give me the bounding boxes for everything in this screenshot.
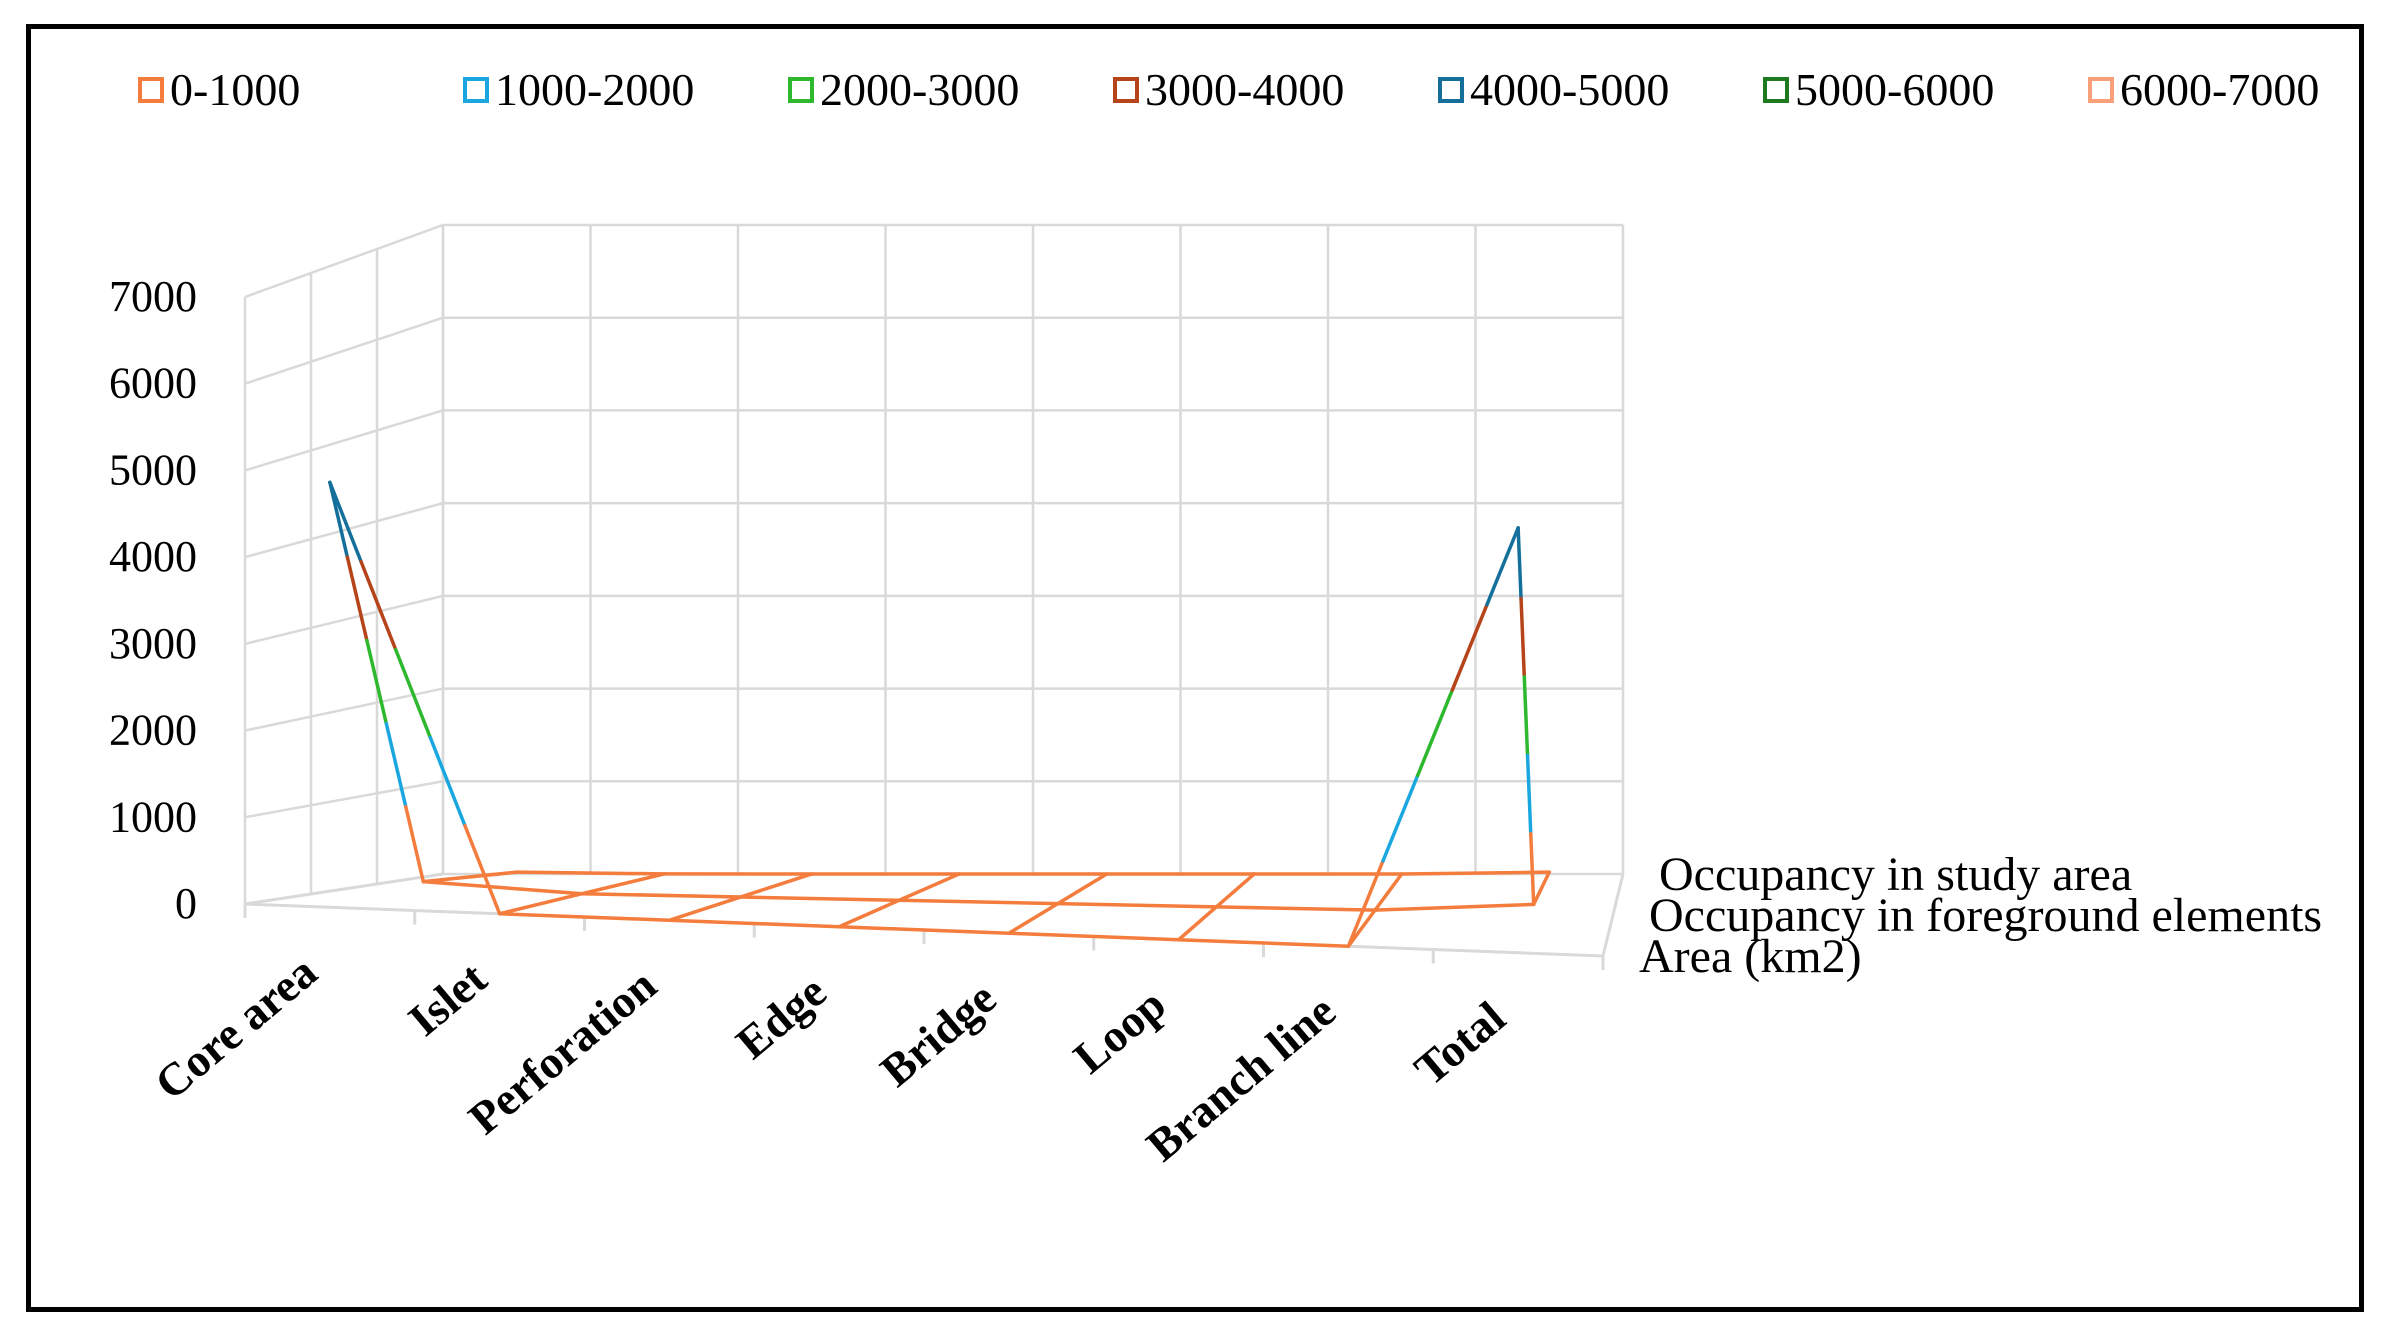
surface-segment [404, 805, 426, 884]
surface-segment [1381, 773, 1420, 863]
y-tick-label: 5000 [109, 445, 197, 494]
y-tick-label: 3000 [109, 619, 197, 668]
category-label: Core area [145, 946, 326, 1110]
surface-segment [384, 721, 408, 809]
surface-segment [837, 925, 1011, 935]
legend-label: 6000-7000 [2120, 64, 2319, 115]
surface-segment [1056, 901, 1219, 909]
surface-segment [897, 898, 1060, 906]
gridline-y [244, 501, 1623, 559]
surface-segment [497, 912, 672, 922]
legend-label: 1000-2000 [495, 64, 694, 115]
surface-segment [1007, 931, 1181, 942]
surface-segment [1522, 675, 1530, 758]
surface-segment [1214, 872, 1256, 909]
depth-label: Occupancy in foreground elements [1649, 889, 2322, 942]
surface-segment [1485, 526, 1520, 607]
surface-segment [393, 647, 433, 740]
surface-segment [580, 891, 743, 899]
gridline-y [244, 594, 1623, 646]
surface-segment [738, 895, 901, 903]
surface-segment [359, 559, 398, 652]
gridline-y [244, 780, 1623, 819]
surface-segment [667, 895, 743, 922]
chart-legend: 0-1000 1000-2000 2000-3000 3000-4000 4000-50… [138, 64, 2319, 115]
legend-swatch [788, 77, 814, 103]
surface-segment [463, 823, 502, 916]
gridline-y [244, 409, 1623, 472]
legend-label: 5000-6000 [1795, 64, 1994, 115]
surface-segment [345, 555, 369, 643]
surface-segment [1450, 602, 1489, 692]
legend-swatch [1763, 77, 1789, 103]
surface-segment [1525, 753, 1533, 836]
y-tick-label: 0 [175, 879, 197, 928]
y-tick-label: 4000 [109, 532, 197, 581]
gridline-y [244, 223, 1623, 299]
legend-swatch [463, 77, 489, 103]
legend-swatch [1113, 77, 1139, 103]
surface-segment [580, 872, 666, 896]
depth-label: Occupancy in study area [1659, 848, 2132, 901]
surface-segment [667, 918, 841, 929]
surface-segment [1214, 905, 1377, 912]
legend-label: 0-1000 [170, 64, 300, 115]
gridline-y [244, 687, 1623, 732]
surface-segment [1529, 832, 1536, 907]
surface-segment [1056, 872, 1109, 906]
surface-segment [1373, 872, 1404, 912]
surface-segment [1516, 526, 1523, 601]
surface-segment [738, 872, 814, 899]
category-label: Bridge [871, 972, 1006, 1096]
surface-segment [1373, 902, 1536, 912]
surface-segment [1346, 908, 1377, 948]
legend-swatch [2088, 77, 2114, 103]
y-tick-label: 6000 [109, 359, 197, 408]
surface-segment [837, 898, 901, 929]
y-tick-label: 2000 [109, 706, 197, 755]
axis-labels: 0 1000 2000 3000 4000 5000 6000 7000 Core area Is… [109, 272, 2322, 1171]
category-label: Loop [1064, 978, 1175, 1083]
legend-label: 4000-5000 [1470, 64, 1669, 115]
surface-segment [421, 870, 519, 884]
legend-label: 2000-3000 [820, 64, 1019, 115]
legend-swatch [138, 77, 164, 103]
surface-segment [328, 480, 350, 559]
surface-segment [1400, 870, 1551, 876]
category-label: Islet [399, 952, 497, 1046]
surface-segment [1531, 870, 1551, 907]
surface-segment [497, 891, 584, 916]
gridline-y [244, 316, 1623, 385]
chart-grid [243, 223, 1625, 970]
y-tick-label: 7000 [109, 272, 197, 321]
depth-label: Area (km2) [1639, 930, 1862, 983]
surface-segment [1415, 688, 1455, 778]
legend-label: 3000-4000 [1145, 64, 1344, 115]
surface-segment [328, 480, 363, 564]
y-tick-label: 1000 [109, 792, 197, 841]
surface-segment [515, 870, 666, 876]
surface-segment [365, 638, 389, 726]
surface-segment [421, 879, 584, 896]
surface-segment [1176, 938, 1351, 948]
surface-segment [1176, 905, 1219, 942]
chart-frame [26, 24, 2364, 1312]
surface-segment [897, 872, 961, 903]
surface-segment [428, 735, 467, 828]
chart-series [328, 480, 1551, 948]
category-label: Edge [726, 965, 835, 1068]
legend-swatch [1438, 77, 1464, 103]
surface-segment [1519, 596, 1527, 679]
surface-segment [1007, 901, 1060, 935]
category-label: Total [1405, 991, 1515, 1095]
